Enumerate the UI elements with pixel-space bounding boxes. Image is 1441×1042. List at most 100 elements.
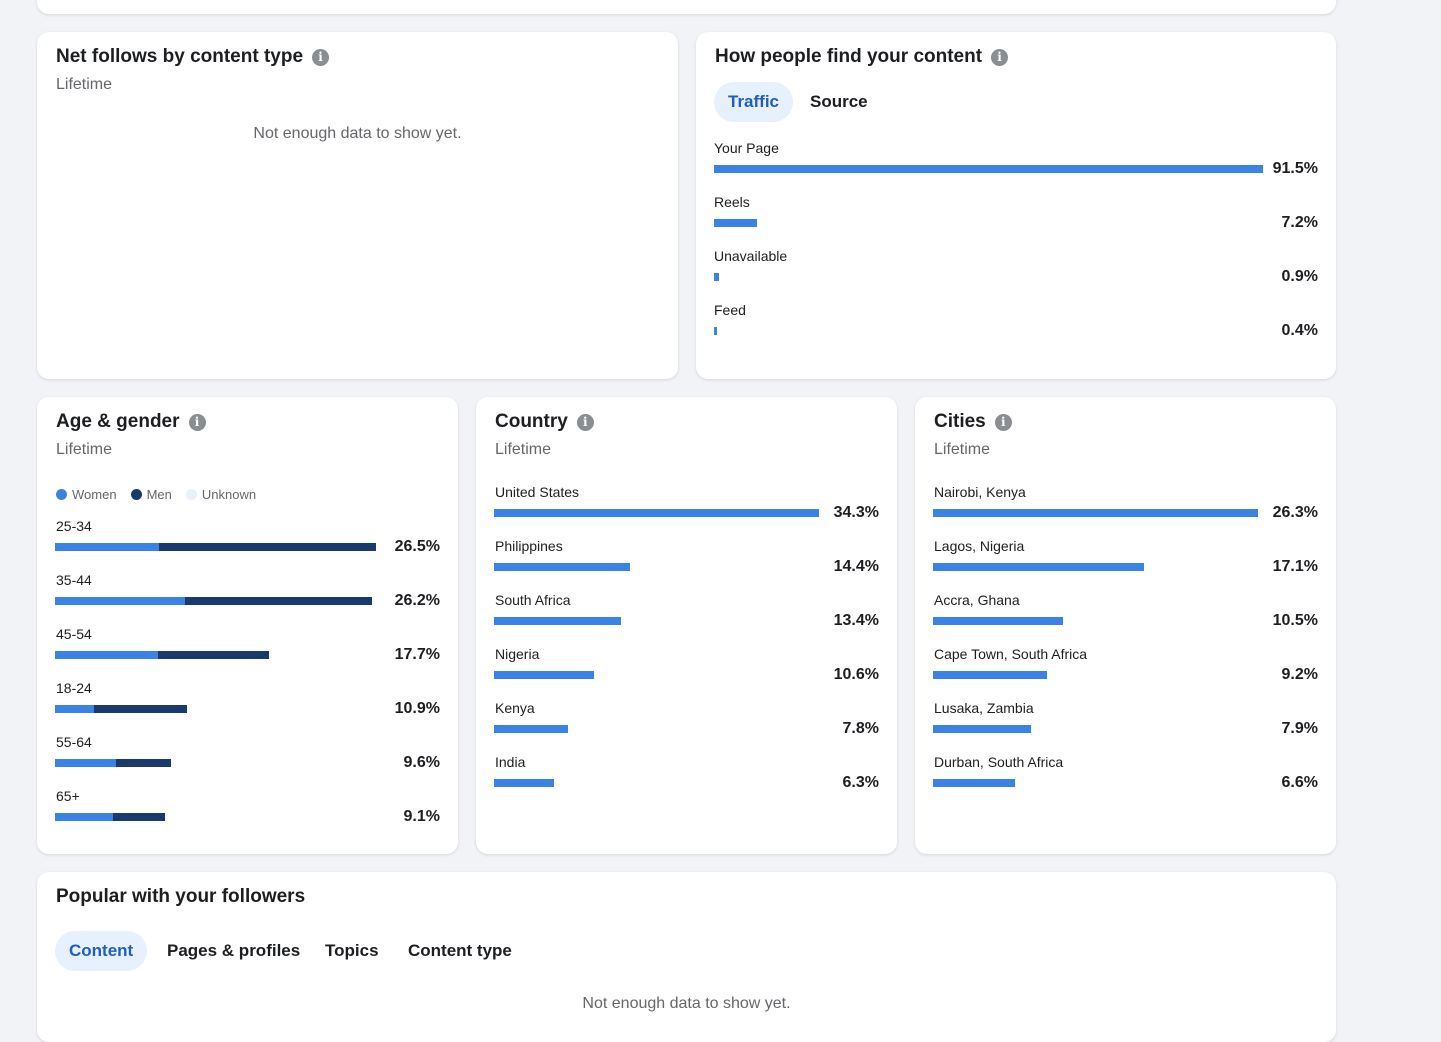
cities-card: Cities i Lifetime Nairobi, Kenya 26.3% Lag… xyxy=(915,397,1336,854)
card-subtitle: Lifetime xyxy=(934,441,991,458)
traffic-bar xyxy=(714,165,1263,173)
row-value: 9.1% xyxy=(403,808,440,825)
value-bar xyxy=(933,617,1063,625)
row-value: 26.2% xyxy=(394,592,440,609)
info-icon[interactable]: i xyxy=(991,48,1009,66)
row-label: 55-64 xyxy=(56,734,92,750)
country-title-row: Country i xyxy=(495,411,594,433)
legend-men: Men xyxy=(130,487,172,502)
traffic-bar xyxy=(714,273,720,281)
row-label: 65+ xyxy=(56,788,80,804)
value-bar xyxy=(494,671,595,679)
country-card: Country i Lifetime United States 34.3% Phi… xyxy=(476,397,897,854)
tab-source[interactable]: Source xyxy=(810,92,868,111)
legend-label: Unknown xyxy=(201,487,257,502)
row-label: Nairobi, Kenya xyxy=(934,484,1026,500)
row-value: 26.3% xyxy=(1272,504,1318,521)
legend-label: Women xyxy=(72,487,117,502)
card-title: How people find your content xyxy=(715,46,983,67)
row-value: 17.7% xyxy=(394,646,440,663)
tab-traffic[interactable]: Traffic xyxy=(714,82,794,122)
row-label: Durban, South Africa xyxy=(934,754,1064,770)
age-gender-title-row: Age & gender i xyxy=(56,411,206,433)
net-follows-title-row: Net follows by content type i xyxy=(56,46,330,68)
previous-card xyxy=(37,0,1336,14)
value-bar xyxy=(933,725,1031,733)
women-bar xyxy=(55,651,158,659)
find-content-title-row: How people find your content i xyxy=(715,46,1009,68)
row-value: 7.9% xyxy=(1281,720,1318,737)
value-bar xyxy=(933,779,1015,787)
legend-dot-icon xyxy=(130,489,142,500)
row-label: Lagos, Nigeria xyxy=(934,538,1025,554)
tab-content-type[interactable]: Content type xyxy=(408,941,512,960)
men-bar xyxy=(159,543,376,551)
row-value: 6.3% xyxy=(842,774,879,791)
value-bar xyxy=(933,563,1145,571)
row-label: 25-34 xyxy=(56,518,92,534)
row-label: South Africa xyxy=(495,592,571,608)
row-label: Unavailable xyxy=(714,248,788,264)
card-subtitle: Lifetime xyxy=(56,76,113,93)
men-bar xyxy=(115,759,172,767)
row-label: Kenya xyxy=(495,700,535,716)
legend-unknown: Unknown xyxy=(185,487,257,502)
legend-dot-icon xyxy=(185,489,197,500)
empty-message: Not enough data to show yet. xyxy=(253,125,462,142)
popular-title: Popular with your followers xyxy=(56,886,306,907)
info-icon[interactable]: i xyxy=(188,413,206,431)
age-gender-card: Age & gender i Lifetime Women Men Unknow… xyxy=(37,397,458,854)
popular-card: Popular with your followers Content Page… xyxy=(37,872,1336,1042)
men-bar xyxy=(157,651,270,659)
men-bar xyxy=(113,813,166,821)
legend-label: Men xyxy=(146,487,172,502)
value-bar xyxy=(494,725,568,733)
row-label: Philippines xyxy=(495,538,563,554)
row-value: 34.3% xyxy=(833,504,879,521)
men-bar xyxy=(184,597,373,605)
tab-topics[interactable]: Topics xyxy=(325,941,379,960)
value-bar xyxy=(494,509,819,517)
traffic-bar xyxy=(714,219,758,227)
empty-message: Not enough data to show yet. xyxy=(582,995,791,1012)
row-value: 6.6% xyxy=(1281,774,1318,791)
women-bar xyxy=(55,543,160,551)
card-title: Net follows by content type xyxy=(56,46,304,67)
legend-dot-icon xyxy=(56,489,67,500)
row-value: 10.9% xyxy=(394,700,440,717)
row-label: Feed xyxy=(714,302,746,318)
row-value: 91.5% xyxy=(1272,160,1318,177)
row-value: 9.2% xyxy=(1281,666,1318,683)
cities-title-row: Cities i xyxy=(934,411,1012,433)
net-follows-card: Net follows by content type i Lifetime N… xyxy=(37,32,678,379)
value-bar xyxy=(494,779,554,787)
row-value: 10.6% xyxy=(833,666,879,683)
row-value: 7.8% xyxy=(842,720,879,737)
chart-legend: Women Men Unknown xyxy=(56,487,270,502)
card-title: Age & gender xyxy=(56,411,180,432)
card-title: Cities xyxy=(934,411,986,432)
legend-women: Women xyxy=(56,487,117,502)
row-label: United States xyxy=(495,484,580,500)
tab-content[interactable]: Content xyxy=(55,931,148,971)
info-icon[interactable]: i xyxy=(576,413,594,431)
card-title: Country xyxy=(495,411,568,432)
row-label: Accra, Ghana xyxy=(934,592,1020,608)
row-label: Cape Town, South Africa xyxy=(934,646,1088,662)
row-value: 14.4% xyxy=(833,558,879,575)
women-bar xyxy=(55,597,185,605)
info-icon[interactable]: i xyxy=(312,48,330,66)
row-value: 10.5% xyxy=(1272,612,1318,629)
info-icon[interactable]: i xyxy=(994,413,1012,431)
row-value: 13.4% xyxy=(833,612,879,629)
tab-pages-profiles[interactable]: Pages & profiles xyxy=(167,941,301,960)
row-value: 17.1% xyxy=(1272,558,1318,575)
value-bar xyxy=(494,617,621,625)
row-value: 26.5% xyxy=(394,538,440,555)
row-label: 18-24 xyxy=(56,680,92,696)
value-bar xyxy=(933,671,1047,679)
row-value: 0.9% xyxy=(1281,268,1318,285)
men-bar xyxy=(93,705,188,713)
row-label: 45-54 xyxy=(56,626,92,642)
card-subtitle: Lifetime xyxy=(56,441,113,458)
